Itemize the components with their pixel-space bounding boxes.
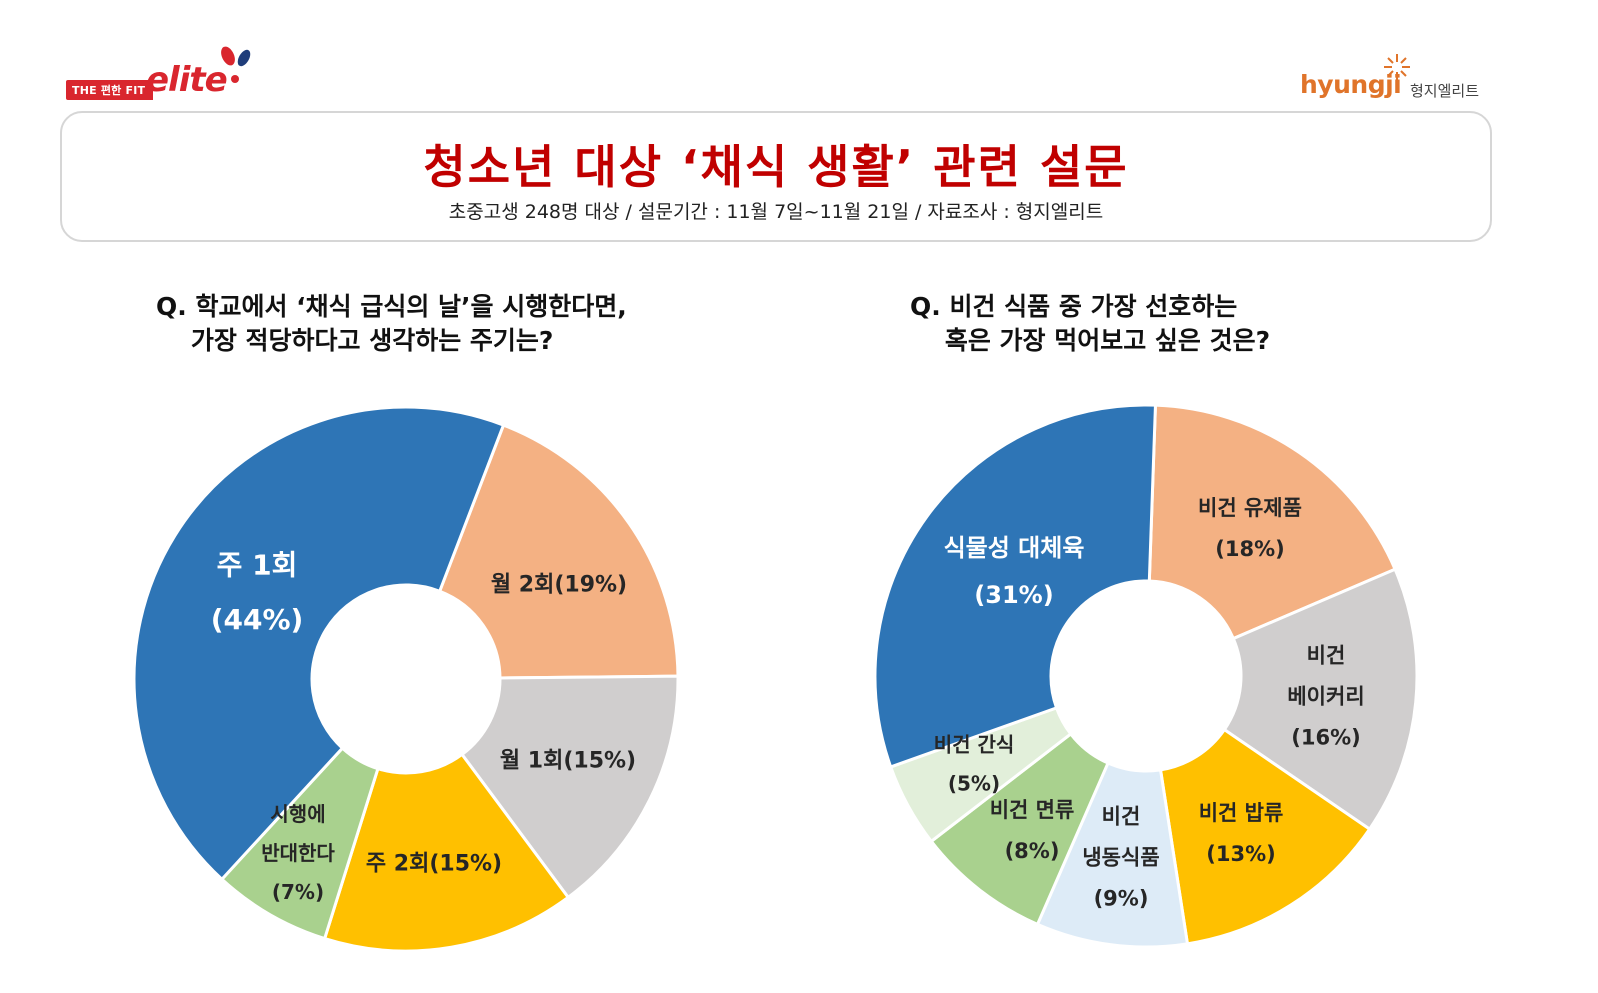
donut-chart-vegan-food: 비건 유제품 (18%) 비건 베이커리 (16%)비건 밥류 (13%) 비건 냉동식품 (9… [873,403,1419,949]
logo-brand: hyungji [1300,70,1402,99]
chart-1-question: Q. 학교에서 ‘채식 급식의 날’을 시행한다면, 가장 적당하다고 생각하는… [156,292,627,355]
slice-label: 월 1회(15%) [500,749,636,774]
logo-mark-icon [221,46,251,83]
logo-word: elite [146,60,228,100]
slice-label: 비건 간식 (5%) [934,733,1015,796]
logo-tagline: THE 편한 FIT [66,80,154,100]
donut-slice [322,752,571,953]
hyungji-logo: hyungji 형지엘리트 [1300,52,1500,102]
donut-slice [873,403,1158,769]
slice-label: 비건 유제품 (18%) [1198,496,1302,561]
donut-slice [1222,567,1419,832]
logo-korean: 형지엘리트 [1410,82,1480,100]
elite-logo: THE 편한 FIT elite [66,46,266,102]
slice-label: 식물성 대체육 (31%) [944,534,1085,609]
slice-label: 주 1회 (44%) [211,549,304,637]
slice-label: 주 2회(15%) [366,852,502,877]
donut-slice [132,405,506,882]
donut-chart-school-meal: 월 2회(19%) 월 1회(15%) 주 2회(15%) 시행에 반대한다 (7%) 주 … [132,405,680,953]
page-subtitle: 초중고생 248명 대상 / 설문기간 : 11월 7일~11월 21일 / 자… [448,201,1104,223]
slice-label: 비건 밥류 (13%) [1199,801,1284,866]
donut-slice [1035,761,1190,949]
donut-slice [1158,727,1372,946]
donut-slice [437,423,680,680]
title-box: 청소년 대상 ‘채식 생활’ 관련 설문 초중고생 248명 대상 / 설문기간… [60,111,1492,242]
slice-label: 월 2회(19%) [491,573,627,598]
page-title: 청소년 대상 ‘채식 생활’ 관련 설문 [423,140,1129,194]
donut-slice [1147,403,1398,641]
slice-label: 비건 베이커리 (16%) [1287,643,1364,749]
slice-label: 비건 면류 (8%) [990,798,1075,863]
sun-burst-icon [1384,54,1410,80]
donut-slice [459,674,680,900]
slice-label: 비건 냉동식품 (9%) [1082,804,1159,910]
slice-label: 시행에 반대한다 (7%) [261,802,335,904]
chart-2-question: Q. 비건 식품 중 가장 선호하는 혹은 가장 먹어보고 싶은 것은? [910,292,1271,355]
